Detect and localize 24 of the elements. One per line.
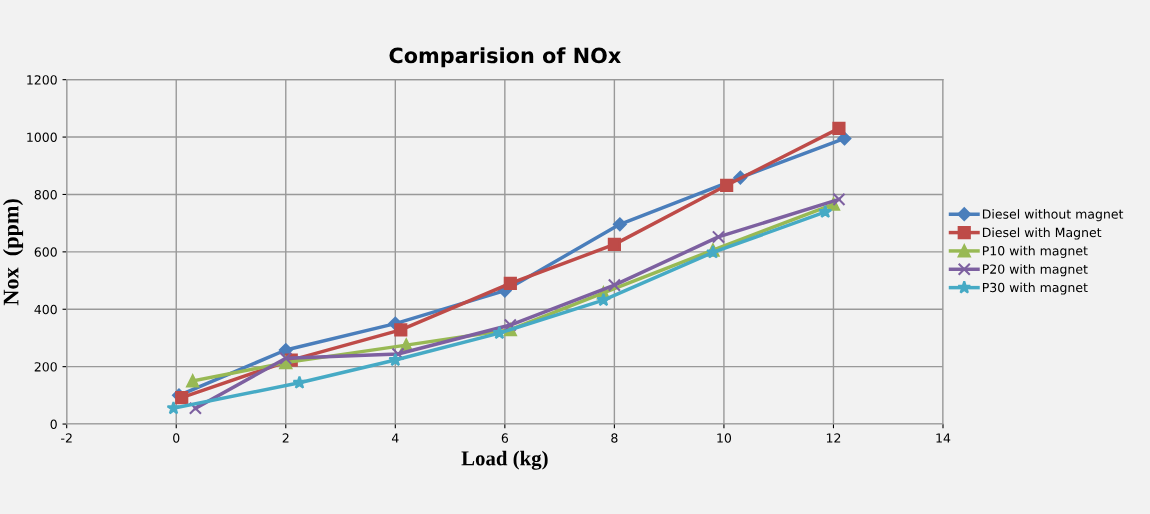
legend-label: Diesel with Magnet [982,227,1102,240]
y-tick-label: 600 [34,247,57,257]
x-tick-label: 8 [611,433,618,443]
x-tick-label: 10 [717,433,732,443]
y-tick-label: 1200 [27,75,57,85]
x-tick-label: 4 [391,433,399,443]
x-axis-title: Load (kg) [461,450,548,470]
legend-label: P20 with magnet [982,264,1088,277]
y-tick-label: 400 [34,304,57,315]
x-tick-label: 14 [936,433,951,443]
legend-label: P30 with magnet [982,282,1088,295]
legend-label: P10 with magnet [982,245,1088,258]
y-tick-label: 200 [34,362,57,372]
y-axis-title: Nox (ppm) [2,199,24,306]
y-tick-label: 1000 [27,132,57,142]
y-tick-label: 0 [50,419,57,429]
x-tick-label: 12 [826,433,841,443]
chart-title: Comparision of NOx [389,47,621,68]
legend-label: Diesel without magnet [982,209,1124,222]
x-tick-label: -2 [61,433,72,443]
x-tick-label: 6 [501,433,509,443]
y-tick-label: 800 [34,189,57,200]
x-tick-label: 0 [173,433,180,443]
x-tick-label: 2 [282,433,289,443]
